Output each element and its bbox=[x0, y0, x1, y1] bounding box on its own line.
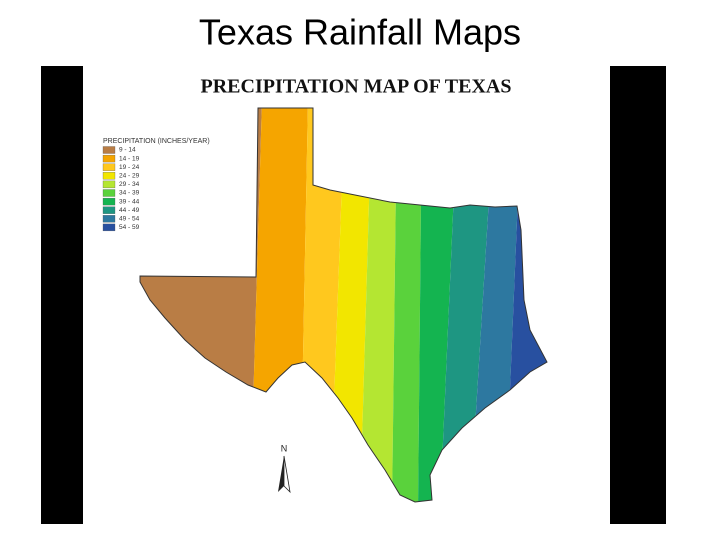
legend-swatch bbox=[102, 163, 116, 171]
rainfall-band bbox=[360, 108, 397, 502]
legend-label: 34 - 39 bbox=[119, 190, 140, 197]
slide-title: Texas Rainfall Maps bbox=[199, 12, 521, 53]
texas-outline bbox=[139, 107, 548, 503]
north-arrow-right bbox=[283, 455, 291, 494]
legend-swatch bbox=[102, 146, 116, 154]
legend-label: 14 - 19 bbox=[119, 155, 140, 162]
legend-swatch bbox=[102, 197, 116, 206]
legend-label: 29 - 34 bbox=[119, 181, 140, 188]
legend-label: 44 - 49 bbox=[119, 207, 140, 214]
legend-swatch bbox=[102, 215, 116, 223]
legend-label: 9 - 14 bbox=[119, 147, 136, 154]
legend-label: 24 - 29 bbox=[119, 173, 140, 180]
legend-label: 49 - 54 bbox=[119, 216, 140, 223]
map-title: PRECIPITATION MAP OF TEXAS bbox=[201, 76, 512, 98]
north-label: N bbox=[281, 443, 288, 453]
legend-label: 54 - 59 bbox=[119, 224, 140, 231]
north-arrow: N bbox=[278, 443, 291, 494]
legend-swatch bbox=[102, 154, 116, 163]
legend-label: 19 - 24 bbox=[119, 164, 140, 171]
black-bar-left bbox=[41, 66, 83, 524]
legend-swatch bbox=[102, 180, 116, 189]
legend-swatch bbox=[102, 223, 116, 232]
black-bar-right bbox=[610, 66, 666, 524]
legend-swatch bbox=[102, 206, 116, 214]
legend-label: 39 - 44 bbox=[119, 198, 140, 205]
north-arrow-left bbox=[278, 456, 284, 492]
legend-swatch bbox=[102, 189, 116, 197]
legend-title: PRECIPITATION (INCHES/YEAR) bbox=[103, 138, 210, 145]
legend-swatch bbox=[102, 172, 116, 180]
